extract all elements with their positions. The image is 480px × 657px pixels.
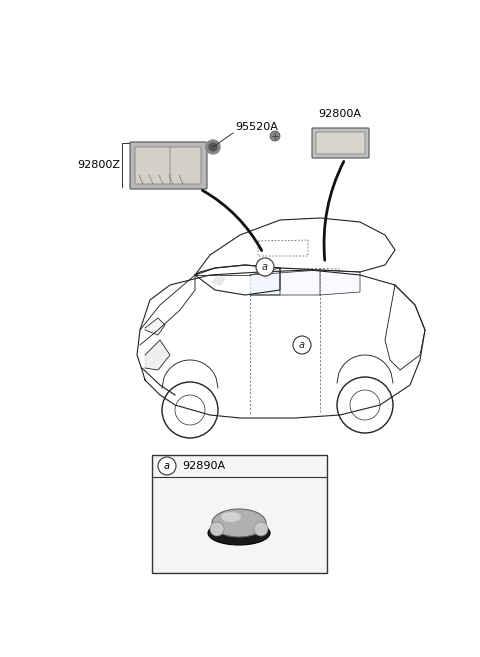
Ellipse shape [208, 521, 270, 545]
Polygon shape [145, 340, 170, 370]
Text: a: a [299, 340, 305, 350]
Text: a: a [262, 262, 268, 272]
Polygon shape [250, 270, 320, 295]
FancyBboxPatch shape [316, 132, 365, 154]
Text: 92800A: 92800A [319, 109, 361, 119]
Circle shape [293, 336, 311, 354]
Polygon shape [145, 318, 165, 335]
Ellipse shape [210, 522, 224, 536]
Circle shape [158, 457, 176, 475]
Polygon shape [212, 276, 225, 285]
Circle shape [206, 140, 220, 154]
Text: 92800Z: 92800Z [77, 160, 120, 170]
FancyBboxPatch shape [312, 128, 369, 158]
Circle shape [270, 131, 280, 141]
Text: a: a [164, 461, 170, 471]
Polygon shape [250, 268, 280, 295]
Text: 95520A: 95520A [235, 122, 278, 132]
FancyBboxPatch shape [130, 142, 207, 189]
Circle shape [209, 143, 217, 151]
Ellipse shape [212, 509, 266, 537]
Polygon shape [320, 270, 360, 295]
Circle shape [256, 258, 274, 276]
Text: 92890A: 92890A [182, 461, 225, 471]
FancyBboxPatch shape [135, 147, 171, 184]
Ellipse shape [254, 522, 268, 536]
FancyBboxPatch shape [170, 147, 201, 184]
Ellipse shape [221, 512, 241, 522]
FancyBboxPatch shape [152, 455, 327, 573]
